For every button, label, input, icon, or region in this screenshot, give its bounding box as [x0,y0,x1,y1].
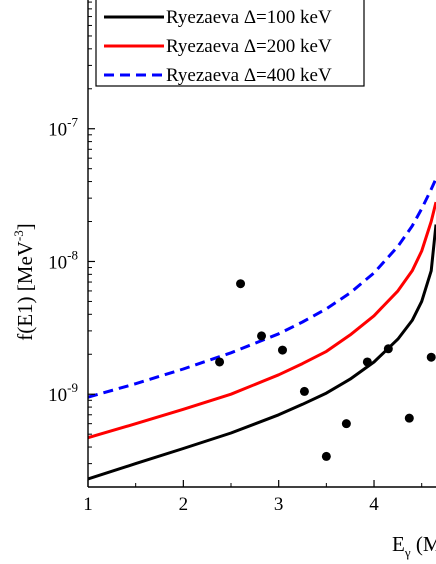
y-axis-title: f(E1) [MeV-3] [11,223,37,341]
points-layer [215,279,436,461]
data-point [277,345,287,355]
series-line-2 [88,201,436,440]
legend-label-2: Ryezaeva Δ=200 keV [166,36,332,57]
data-point [362,357,372,367]
x-tick-label: 4 [369,494,379,515]
plot-area [88,178,436,481]
x-tick-label: 2 [179,494,189,515]
data-point [321,451,331,461]
series-layer [88,178,436,481]
y-tick-label: 10-8 [48,247,78,273]
series-line-1 [88,224,436,481]
data-point [404,413,414,423]
legend-label-1: Ryezaeva Δ=100 keV [166,7,332,28]
data-point [299,386,309,396]
data-point [383,344,393,354]
x-axis-title: Eγ (M [392,532,436,560]
series-line-3 [88,178,436,399]
data-point [257,331,267,341]
y-tick-label: 10-9 [48,380,78,406]
data-point [341,419,351,429]
axes-layer [87,0,436,488]
data-point [215,357,225,367]
legend-label-3: Ryezaeva Δ=400 keV [166,65,332,86]
x-tick-label: 1 [83,494,93,515]
y-tick-label: 10-7 [48,115,78,141]
legend-box [95,0,365,87]
ticks-layer: 1 2 3 4 10-9 10-8 10-7 [48,1,423,515]
data-point [426,352,436,362]
data-point [236,279,246,289]
x-tick-label: 3 [274,494,284,515]
legend: Ryezaeva Δ=100 keV Ryezaeva Δ=200 keV Ryez… [95,0,365,87]
